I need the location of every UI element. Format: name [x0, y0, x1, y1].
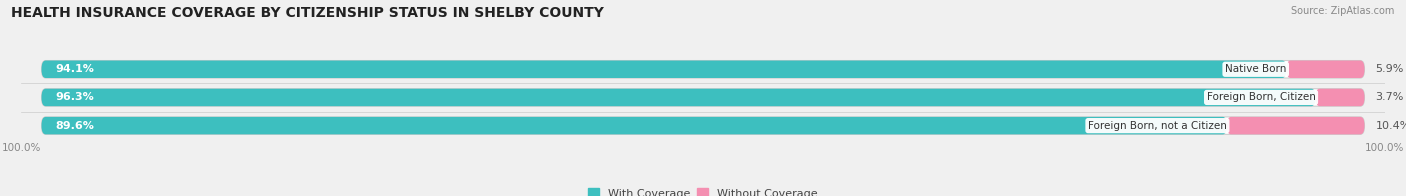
- FancyBboxPatch shape: [1316, 89, 1364, 106]
- FancyBboxPatch shape: [42, 117, 1227, 134]
- Text: 89.6%: 89.6%: [55, 121, 94, 131]
- Text: 10.4%: 10.4%: [1375, 121, 1406, 131]
- Legend: With Coverage, Without Coverage: With Coverage, Without Coverage: [583, 184, 823, 196]
- FancyBboxPatch shape: [42, 61, 1286, 78]
- FancyBboxPatch shape: [42, 61, 1364, 78]
- Text: 3.7%: 3.7%: [1375, 93, 1403, 103]
- Text: 96.3%: 96.3%: [55, 93, 94, 103]
- FancyBboxPatch shape: [42, 89, 1364, 106]
- Text: HEALTH INSURANCE COVERAGE BY CITIZENSHIP STATUS IN SHELBY COUNTY: HEALTH INSURANCE COVERAGE BY CITIZENSHIP…: [11, 6, 605, 20]
- FancyBboxPatch shape: [1286, 61, 1364, 78]
- Text: 5.9%: 5.9%: [1375, 64, 1403, 74]
- Text: Foreign Born, not a Citizen: Foreign Born, not a Citizen: [1088, 121, 1227, 131]
- Text: Native Born: Native Born: [1225, 64, 1286, 74]
- FancyBboxPatch shape: [1227, 117, 1364, 134]
- FancyBboxPatch shape: [42, 89, 1316, 106]
- Text: Foreign Born, Citizen: Foreign Born, Citizen: [1206, 93, 1316, 103]
- Text: 94.1%: 94.1%: [55, 64, 94, 74]
- FancyBboxPatch shape: [42, 117, 1364, 134]
- Text: Source: ZipAtlas.com: Source: ZipAtlas.com: [1291, 6, 1395, 16]
